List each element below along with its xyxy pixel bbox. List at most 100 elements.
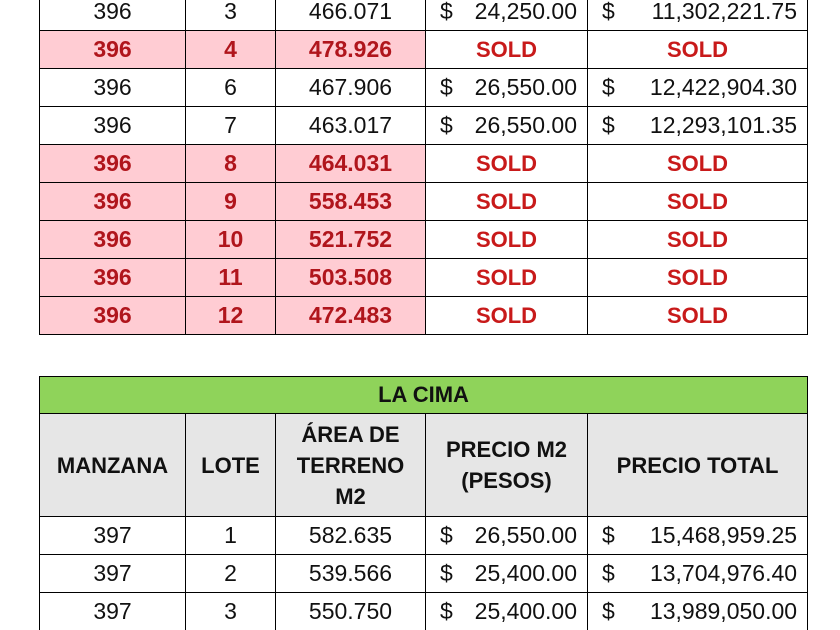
sold-status-cell: SOLD: [425, 296, 588, 335]
currency-symbol: $: [440, 560, 453, 586]
la-cima-table: LA CIMA MANZANA LOTE ÁREA DE TERRENO M2 …: [38, 376, 809, 630]
sold-status-cell: SOLD: [587, 258, 808, 297]
sold-status-cell: SOLD: [587, 220, 808, 259]
lote-cell: 3: [185, 592, 276, 630]
table-row-sold: 396 8 464.031 SOLD SOLD: [39, 144, 808, 183]
sold-status-cell: SOLD: [425, 220, 588, 259]
sold-status-cell: SOLD: [425, 258, 588, 297]
manzana-cell: 397: [39, 554, 186, 593]
precio-total-value: 12,422,904.30: [649, 74, 797, 100]
currency-symbol: $: [602, 560, 615, 586]
header-area: ÁREA DE TERRENO M2: [275, 413, 426, 517]
manzana-cell: 397: [39, 516, 186, 555]
area-cell: 550.750: [275, 592, 426, 630]
table-row: 397 2 539.566 $25,400.00 $13,704,976.40: [39, 554, 809, 593]
precio-m2-value: 26,550.00: [474, 74, 577, 100]
sold-status-cell: SOLD: [425, 182, 588, 221]
precio-total-value: 13,704,976.40: [649, 560, 798, 586]
manzana-cell: 397: [39, 592, 186, 630]
manzana-cell: 396: [39, 144, 186, 183]
sold-status-cell: SOLD: [587, 30, 808, 69]
area-cell: 463.017: [275, 106, 426, 145]
lote-cell: 7: [185, 106, 276, 145]
precio-total-cell: $11,302,221.75: [587, 0, 808, 31]
area-cell: 464.031: [275, 144, 426, 183]
lote-cell: 3: [185, 0, 276, 31]
table-title-row: LA CIMA: [38, 376, 809, 414]
manzana-cell: 396: [39, 182, 186, 221]
area-cell: 558.453: [275, 182, 426, 221]
lote-cell: 12: [185, 296, 276, 335]
manzana-cell: 396: [39, 220, 186, 259]
lots-table-396: 396 3 466.071 $24,250.00 $11,302,221.75 …: [39, 0, 808, 335]
table-title: LA CIMA: [38, 376, 809, 414]
table-row-sold: 396 12 472.483 SOLD SOLD: [39, 296, 808, 335]
area-cell: 503.508: [275, 258, 426, 297]
currency-symbol: $: [602, 522, 615, 548]
header-lote: LOTE: [185, 413, 276, 517]
precio-total-value: 15,468,959.25: [649, 522, 798, 548]
sold-status-cell: SOLD: [587, 296, 808, 335]
lote-cell: 9: [185, 182, 276, 221]
currency-symbol: $: [602, 0, 615, 24]
precio-total-cell: $12,422,904.30: [587, 68, 808, 107]
currency-symbol: $: [602, 74, 615, 100]
header-area-line: M2: [335, 483, 366, 509]
lote-cell: 10: [185, 220, 276, 259]
area-cell: 466.071: [275, 0, 426, 31]
precio-m2-value: 25,400.00: [474, 560, 577, 586]
precio-m2-value: 24,250.00: [474, 0, 577, 24]
sold-status-cell: SOLD: [587, 182, 808, 221]
precio-total-cell: $13,704,976.40: [586, 554, 809, 593]
area-cell: 467.906: [275, 68, 426, 107]
currency-symbol: $: [440, 112, 453, 138]
area-cell: 582.635: [275, 516, 426, 555]
precio-total-value: 12,293,101.35: [649, 112, 797, 138]
area-cell: 539.566: [275, 554, 426, 593]
precio-m2-value: 26,550.00: [474, 112, 577, 138]
precio-m2-cell: $26,550.00: [425, 106, 588, 145]
header-precio-total: PRECIO TOTAL: [586, 413, 809, 517]
manzana-cell: 396: [39, 0, 186, 31]
table-row-sold: 396 4 478.926 SOLD SOLD: [39, 30, 808, 69]
precio-total-value: 13,989,050.00: [649, 598, 798, 624]
lote-cell: 6: [185, 68, 276, 107]
precio-m2-cell: $26,550.00: [425, 68, 588, 107]
manzana-cell: 396: [39, 30, 186, 69]
manzana-cell: 396: [39, 106, 186, 145]
header-area-line: TERRENO: [296, 452, 405, 478]
table-row: 396 6 467.906 $26,550.00 $12,422,904.30: [39, 68, 808, 107]
lote-cell: 2: [185, 554, 276, 593]
precio-m2-cell: $26,550.00: [425, 516, 588, 555]
currency-symbol: $: [440, 598, 453, 624]
area-cell: 472.483: [275, 296, 426, 335]
header-precio-m2: PRECIO M2 (PESOS): [425, 413, 588, 517]
table-header-row: MANZANA LOTE ÁREA DE TERRENO M2 PRECIO M…: [39, 413, 809, 517]
lote-cell: 11: [185, 258, 276, 297]
table-row: 396 3 466.071 $24,250.00 $11,302,221.75: [39, 0, 808, 31]
area-cell: 478.926: [275, 30, 426, 69]
currency-symbol: $: [602, 598, 615, 624]
precio-m2-value: 25,400.00: [474, 598, 577, 624]
table-row-sold: 396 9 558.453 SOLD SOLD: [39, 182, 808, 221]
sold-status-cell: SOLD: [587, 144, 808, 183]
area-cell: 521.752: [275, 220, 426, 259]
currency-symbol: $: [602, 112, 615, 138]
lote-cell: 1: [185, 516, 276, 555]
precio-m2-cell: $25,400.00: [425, 554, 588, 593]
table-row: 397 1 582.635 $26,550.00 $15,468,959.25: [39, 516, 809, 555]
precio-m2-value: 26,550.00: [474, 522, 577, 548]
table-row-sold: 396 11 503.508 SOLD SOLD: [39, 258, 808, 297]
precio-total-cell: $13,989,050.00: [586, 592, 809, 630]
currency-symbol: $: [440, 522, 453, 548]
lote-cell: 4: [185, 30, 276, 69]
header-precio-m2-line: PRECIO M2: [445, 437, 568, 462]
manzana-cell: 396: [39, 258, 186, 297]
precio-total-value: 11,302,221.75: [651, 0, 797, 24]
table-row: 396 7 463.017 $26,550.00 $12,293,101.35: [39, 106, 808, 145]
sold-status-cell: SOLD: [425, 144, 588, 183]
precio-total-cell: $12,293,101.35: [587, 106, 808, 145]
currency-symbol: $: [440, 0, 453, 24]
currency-symbol: $: [440, 74, 453, 100]
